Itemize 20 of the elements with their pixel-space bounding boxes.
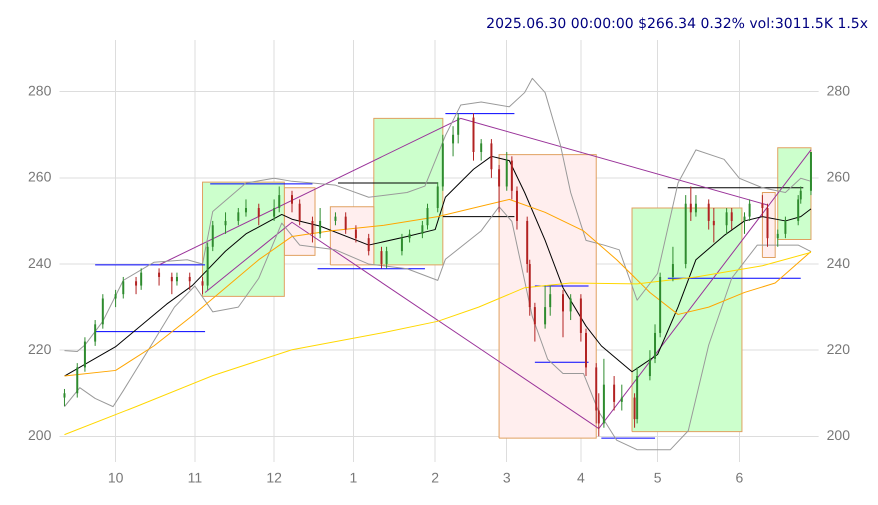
x-tick-label: 1 [349,469,358,486]
x-tick-label: 3 [502,469,511,486]
x-tick-label: 10 [108,469,124,486]
x-tick-label: 6 [735,469,744,486]
y2-tick-label: 260 [826,168,850,185]
x-tick-label: 2 [431,469,440,486]
x-tick-label: 12 [266,469,282,486]
y2-tick-label: 280 [826,82,850,99]
x-tick-label: 11 [188,469,202,486]
y-tick-label: 260 [28,168,52,185]
y-tick-label: 240 [28,254,52,271]
x-tick-label: 5 [654,469,662,486]
y-tick-label: 220 [28,341,52,358]
text: 2025.06.30 00:00:00 $266.34 0.32% vol:3011.5K 1.5x [486,16,868,32]
y2-tick-label: 220 [826,341,850,358]
y2-tick-label: 240 [826,254,850,271]
y-tick-label: 200 [28,427,52,444]
y2-tick-label: 200 [826,427,850,444]
y-tick-label: 280 [28,82,52,99]
x-tick-label: 4 [576,469,585,486]
